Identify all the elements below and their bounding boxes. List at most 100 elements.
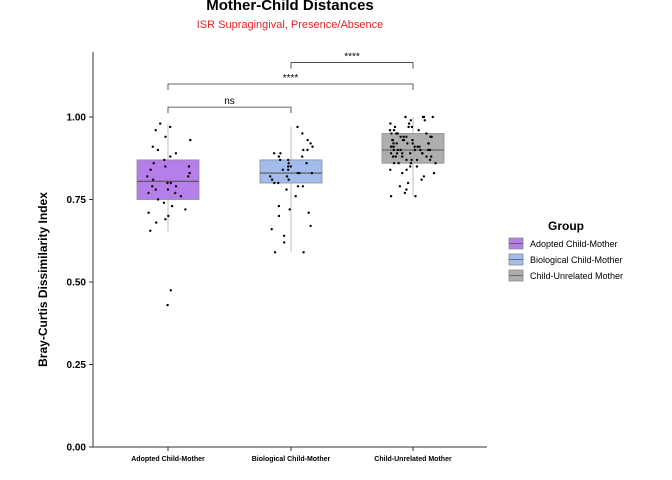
data-point bbox=[399, 135, 402, 138]
data-point bbox=[420, 178, 423, 181]
data-point bbox=[407, 122, 411, 125]
data-point bbox=[414, 195, 417, 198]
box-2 bbox=[381, 133, 445, 164]
data-point bbox=[287, 168, 290, 171]
data-point bbox=[187, 175, 190, 178]
data-point bbox=[166, 188, 170, 191]
data-point bbox=[389, 145, 393, 148]
data-point bbox=[306, 138, 309, 142]
data-point bbox=[296, 125, 299, 129]
data-point bbox=[159, 122, 162, 125]
data-point bbox=[417, 129, 420, 132]
data-point bbox=[431, 115, 434, 119]
data-point bbox=[184, 208, 187, 211]
data-point bbox=[396, 132, 399, 135]
data-point bbox=[411, 142, 414, 145]
significance-label: ns bbox=[224, 96, 235, 107]
data-point bbox=[420, 152, 424, 155]
data-point bbox=[174, 191, 177, 195]
boxes-group bbox=[136, 117, 445, 253]
data-point bbox=[402, 138, 406, 142]
data-point bbox=[147, 211, 150, 214]
data-point bbox=[390, 132, 393, 135]
data-point bbox=[169, 289, 172, 292]
data-point bbox=[394, 155, 397, 158]
y-tick-label: 0.25 bbox=[67, 360, 87, 371]
data-point bbox=[404, 115, 407, 119]
data-point bbox=[278, 158, 282, 162]
data-point bbox=[427, 148, 430, 152]
data-point bbox=[187, 165, 191, 168]
data-point bbox=[406, 181, 410, 185]
data-point bbox=[287, 162, 290, 165]
legend-label: Biological Child-Mother bbox=[530, 255, 623, 265]
data-point bbox=[169, 125, 172, 129]
data-point bbox=[409, 165, 412, 168]
data-point bbox=[283, 241, 286, 244]
box-1 bbox=[259, 159, 323, 184]
data-point bbox=[392, 129, 396, 132]
significance-group: ns **** **** bbox=[167, 52, 414, 114]
data-point bbox=[277, 155, 281, 158]
data-point bbox=[163, 158, 166, 162]
data-point bbox=[179, 195, 183, 198]
data-point bbox=[413, 145, 416, 148]
data-point bbox=[302, 148, 305, 152]
data-point bbox=[391, 155, 395, 158]
significance-bracket bbox=[290, 62, 414, 69]
data-point bbox=[397, 162, 400, 165]
data-point bbox=[167, 214, 170, 218]
chart-title: Mother-Child Distances bbox=[206, 0, 374, 14]
data-point bbox=[419, 148, 422, 152]
data-point bbox=[425, 155, 428, 158]
data-point bbox=[147, 191, 150, 195]
data-point bbox=[391, 138, 395, 142]
legend-label: Adopted Child-Mother bbox=[530, 239, 618, 249]
data-point bbox=[428, 148, 432, 152]
data-point bbox=[428, 158, 432, 162]
data-point bbox=[279, 152, 282, 155]
data-point bbox=[169, 155, 172, 158]
x-tick-label: Child-Unrelated Mother bbox=[374, 456, 452, 463]
data-point bbox=[401, 155, 404, 158]
data-point bbox=[388, 129, 392, 132]
data-point bbox=[287, 158, 290, 162]
data-point bbox=[166, 181, 169, 185]
data-point bbox=[396, 148, 399, 152]
data-point bbox=[421, 115, 425, 119]
data-point bbox=[405, 158, 408, 162]
data-point bbox=[427, 142, 430, 145]
data-point bbox=[277, 214, 281, 218]
data-point bbox=[306, 148, 309, 152]
data-point bbox=[270, 228, 273, 231]
data-point bbox=[415, 158, 419, 162]
data-point bbox=[170, 204, 174, 208]
data-point bbox=[401, 171, 404, 175]
data-point bbox=[277, 181, 280, 185]
y-tick-label: 0.00 bbox=[67, 443, 87, 454]
data-point bbox=[405, 188, 408, 191]
data-point bbox=[409, 162, 413, 165]
data-point bbox=[302, 251, 305, 254]
data-point bbox=[188, 171, 191, 175]
data-point bbox=[307, 211, 310, 214]
data-point bbox=[311, 145, 314, 148]
data-point bbox=[289, 165, 292, 168]
data-point bbox=[389, 168, 392, 171]
data-point bbox=[152, 162, 155, 165]
data-point bbox=[169, 181, 172, 185]
chart-subtitle: ISR Supragingival, Presence/Absence bbox=[197, 19, 384, 31]
data-point bbox=[392, 148, 395, 152]
legend-title: Group bbox=[548, 219, 584, 233]
data-point bbox=[309, 142, 312, 145]
data-point bbox=[415, 165, 419, 168]
data-point bbox=[389, 195, 393, 198]
data-point bbox=[301, 132, 304, 135]
data-point bbox=[418, 145, 421, 148]
data-point bbox=[425, 132, 428, 135]
data-point bbox=[406, 142, 409, 145]
data-point bbox=[432, 171, 436, 175]
data-point bbox=[410, 158, 413, 162]
data-point bbox=[389, 152, 393, 155]
